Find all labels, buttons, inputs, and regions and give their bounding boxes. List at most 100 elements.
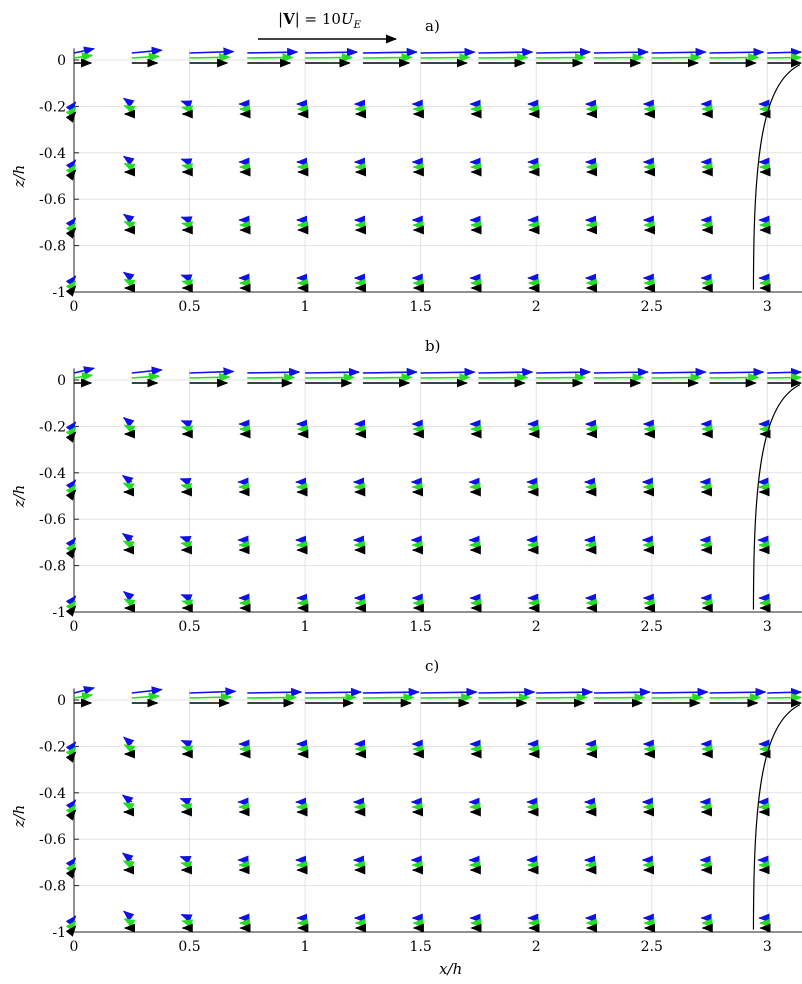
vector-blue-z0-x10 xyxy=(651,687,709,697)
vector-green-z0-x0 xyxy=(73,52,94,62)
vector-blue-z1-x2 xyxy=(180,420,193,429)
vector-blue-z2-x2 xyxy=(180,158,193,167)
vector-black-z1-x0 xyxy=(65,751,77,763)
vector-blue-z0-x7 xyxy=(478,687,536,697)
vector-green-z0-x2 xyxy=(189,692,233,702)
vector-blue-z0-x6 xyxy=(420,687,478,697)
vector-green-z2-x2 xyxy=(180,803,193,812)
vector-blue-z0-x5 xyxy=(362,687,420,697)
scale-label: |V| = 10UE xyxy=(278,10,362,31)
x-tick-label-3: 1.5 xyxy=(410,619,432,635)
vector-blue-z4-x1 xyxy=(122,271,135,282)
vector-blue-z4-x0 xyxy=(65,915,77,927)
vector-green-z4-x1 xyxy=(123,598,136,608)
vector-blue-z2-x0 xyxy=(65,799,77,811)
y-tick-label-1: -0.2 xyxy=(39,739,66,755)
vector-green-z0-x0 xyxy=(73,692,94,702)
vector-green-z2-x2 xyxy=(181,163,194,173)
vector-blue-z0-x3 xyxy=(247,367,301,377)
vector-blue-z0-x11 xyxy=(709,47,765,57)
vector-green-z2-x0 xyxy=(65,484,77,496)
x-tick-label-6: 3 xyxy=(763,939,772,955)
vector-blue-z0-x6 xyxy=(420,47,476,57)
vector-green-z3-x0 xyxy=(65,862,77,874)
vector-black-z4-x0 xyxy=(65,285,77,297)
vector-green-z0-x11 xyxy=(709,693,762,703)
vector-green-z2-x1 xyxy=(122,482,135,492)
vector-green-z4-x0 xyxy=(65,920,77,932)
vector-blue-z0-x1 xyxy=(131,46,163,56)
vector-blue-z3-x2 xyxy=(180,216,193,225)
y-tick-label-1: -0.2 xyxy=(39,99,66,115)
vector-black-z3-x0 xyxy=(65,547,77,559)
vector-blue-z0-x3 xyxy=(247,47,299,57)
vector-green-z4-x2 xyxy=(181,279,194,289)
vector-green-z3-x1 xyxy=(122,540,135,550)
vector-blue-z3-x0 xyxy=(65,217,77,229)
vector-blue-z0-x4 xyxy=(305,687,363,697)
x-tick-label-4: 2 xyxy=(532,619,541,635)
vector-blue-z0-x9 xyxy=(593,687,651,697)
vector-green-z4-x1 xyxy=(123,278,136,288)
vector-black-z4-x0 xyxy=(65,925,77,937)
x-tick-label-4: 2 xyxy=(532,939,541,955)
vector-blue-z0-x4 xyxy=(305,367,361,377)
vector-blue-z0-x12 xyxy=(767,687,802,697)
vector-black-z1-x0 xyxy=(65,111,77,123)
vector-green-z0-x12 xyxy=(767,373,802,383)
x-tick-label-4: 2 xyxy=(532,299,541,315)
vector-blue-z3-x2 xyxy=(179,855,192,865)
vector-blue-z3-x0 xyxy=(65,857,77,869)
vector-blue-z0-x9 xyxy=(593,367,649,377)
panel-label: c) xyxy=(425,657,439,675)
vector-blue-z0-x0 xyxy=(73,46,96,56)
vector-blue-z2-x2 xyxy=(179,478,192,487)
vector-blue-z0-x10 xyxy=(651,47,707,57)
profile-curve xyxy=(752,64,801,290)
vector-green-z3-x0 xyxy=(65,542,77,554)
x-tick-label-0: 0 xyxy=(70,619,79,635)
vector-green-z0-x4 xyxy=(305,693,357,703)
vector-green-z0-x1 xyxy=(131,692,160,702)
y-tick-label-3: -0.6 xyxy=(39,512,66,528)
x-tick-label-6: 3 xyxy=(763,619,772,635)
vector-blue-z0-x5 xyxy=(362,367,418,377)
x-tick-label-5: 2.5 xyxy=(641,299,663,315)
vector-blue-z0-x1 xyxy=(131,366,163,376)
profile-curve xyxy=(752,704,801,930)
vector-green-z3-x2 xyxy=(180,861,193,870)
vector-black-z3-x0 xyxy=(65,227,77,239)
vector-green-z1-x2 xyxy=(181,745,194,755)
vector-black-z4-x0 xyxy=(65,605,77,617)
x-tick-label-1: 0.5 xyxy=(178,939,200,955)
vector-blue-z4-x2 xyxy=(180,594,193,603)
vector-green-z0-x4 xyxy=(305,373,355,383)
vector-green-z4-x1 xyxy=(123,918,136,928)
vector-green-z0-x4 xyxy=(305,53,354,63)
vector-blue-z2-x0 xyxy=(65,159,77,171)
x-tick-label-3: 1.5 xyxy=(410,939,432,955)
y-axis-label: z/h xyxy=(10,805,28,829)
y-tick-label-2: -0.4 xyxy=(39,146,66,162)
vector-green-z0-x5 xyxy=(362,693,415,703)
vector-blue-z0-x3 xyxy=(247,687,303,697)
x-tick-label-2: 1 xyxy=(301,939,310,955)
y-tick-label-5: -1 xyxy=(52,925,66,941)
vector-blue-z4-x2 xyxy=(180,274,193,283)
panel-label: a) xyxy=(425,17,440,35)
x-tick-label-5: 2.5 xyxy=(641,619,663,635)
vector-green-z2-x1 xyxy=(122,802,135,812)
vector-green-z0-x12 xyxy=(767,53,802,63)
vector-green-z0-x2 xyxy=(189,52,231,62)
vector-black-z3-x0 xyxy=(65,867,77,879)
vector-green-z0-x11 xyxy=(709,373,760,383)
vector-green-z0-x3 xyxy=(247,373,296,383)
vector-green-z0-x10 xyxy=(651,693,704,703)
x-tick-label-1: 0.5 xyxy=(178,619,200,635)
vector-blue-z0-x12 xyxy=(767,367,802,377)
vector-green-z0-x9 xyxy=(593,53,644,63)
vector-green-z0-x12 xyxy=(767,693,802,703)
y-tick-label-3: -0.6 xyxy=(39,192,66,208)
vector-blue-z0-x2 xyxy=(189,367,235,377)
x-tick-label-5: 2.5 xyxy=(641,939,663,955)
